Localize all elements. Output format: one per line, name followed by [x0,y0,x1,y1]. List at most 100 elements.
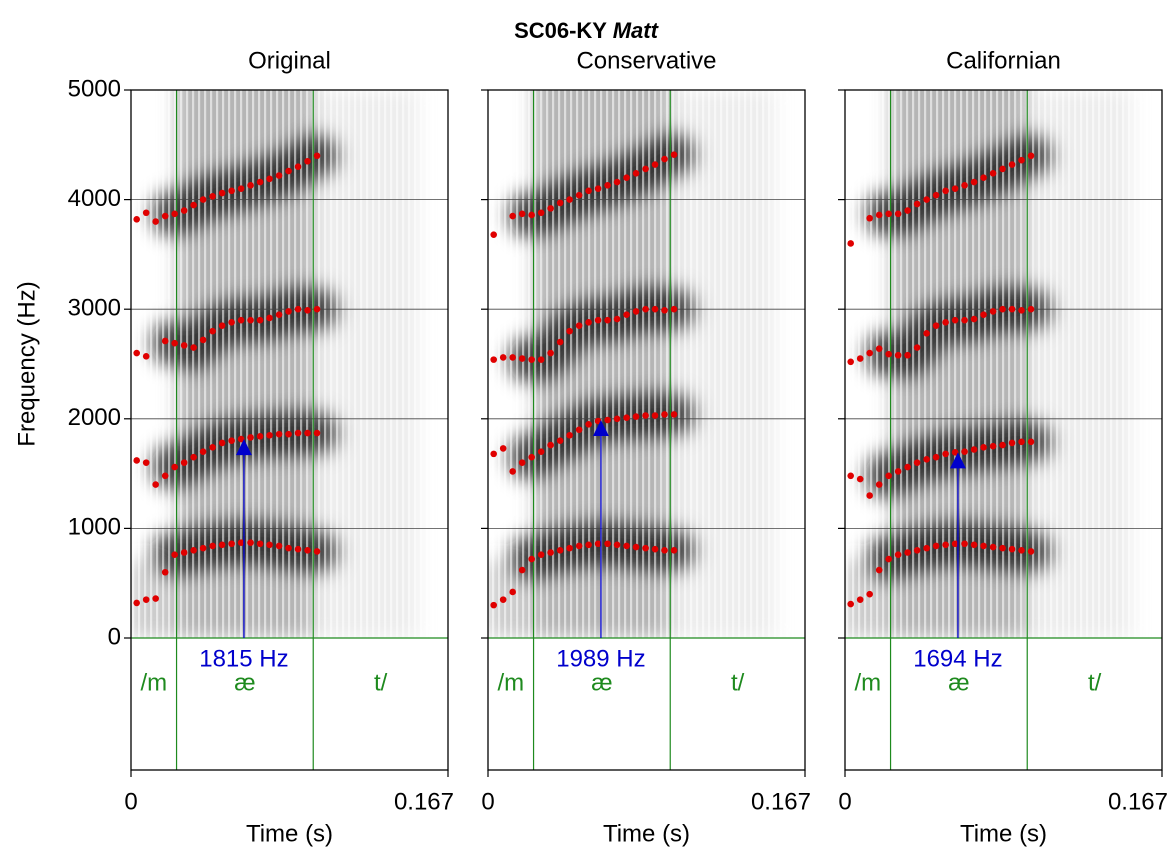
formant-point [980,174,987,181]
formant-point [875,211,883,219]
formant-point [285,544,292,552]
y-tick-label: 1000 [68,514,121,541]
formant-point [152,481,159,488]
formant-point [133,216,140,223]
formant-point [518,459,526,466]
formant-point [256,316,264,324]
formant-point [980,311,987,318]
formant-point [1027,548,1035,555]
formant-point [209,542,216,550]
formant-point [199,336,207,344]
segment-label: æ [948,669,969,696]
formant-point [661,411,668,418]
formant-point [913,344,921,351]
formant-point [152,218,159,225]
formant-point [294,429,302,437]
formant-point [528,453,535,461]
formant-point [999,165,1006,173]
formant-point [209,193,216,200]
formant-point [518,566,526,574]
y-tick-label: 4000 [68,185,121,212]
formant-point [266,175,273,183]
formant-point [499,445,507,452]
formant-point [499,354,507,361]
formant-point [970,315,978,323]
formant-point [228,319,235,326]
formant-point [642,305,649,313]
formant-point [142,596,150,603]
formant-point [209,327,216,335]
formant-point [566,544,573,552]
formant-point [651,161,659,168]
formant-point [180,459,188,466]
formant-point [894,551,902,559]
spectrogram [131,90,448,638]
formant-point [1008,439,1016,447]
formant-point [866,492,873,499]
formant-point [951,540,959,548]
formant-point [904,351,911,359]
formant-point [613,315,621,323]
formant-point [961,540,968,548]
formant-point [285,308,292,315]
formant-point [313,548,321,555]
formant-point [847,472,854,480]
formant-point [951,449,959,456]
panel: /m æ t/1694 Hz 0 0.167 Time (s) Californian [838,47,1168,847]
formant-point [980,443,987,451]
formant-point [256,540,264,548]
formant-point [304,429,311,437]
formant-point [623,174,630,181]
formant-point [556,199,564,207]
formant-point [499,596,507,603]
formant-point [989,169,997,177]
formant-point [509,212,516,220]
formant-point [237,435,245,443]
formant-point [556,547,564,554]
formant-point [556,338,564,346]
formant-point [490,356,497,363]
panel: /m æ t/1989 Hz 0 0.167 Time (s) Conservative [481,47,811,847]
formant-point [623,542,630,550]
formant-point [642,544,649,552]
x-tick-label: 0.167 [1108,788,1168,815]
formant-point [856,475,864,483]
formant-point [1027,438,1035,446]
measurement-arrowhead [235,439,252,456]
formant-point [247,434,254,441]
y-tick-label: 3000 [68,295,121,322]
formant-point [218,439,226,447]
formant-point [885,472,892,480]
formant-point [190,547,197,554]
formant-point [856,355,864,362]
formant-point [1008,545,1016,553]
formant-point [171,210,178,218]
formant-point [999,305,1006,313]
glottal-striations [845,90,1162,638]
formant-point [218,541,226,549]
formant-point [133,599,140,607]
formant-point [1018,547,1025,554]
formant-point [585,187,592,195]
formant-point [1008,161,1016,168]
formant-point [247,316,254,324]
measurement-label: 1815 Hz [199,645,288,672]
formant-point [266,431,273,439]
formant-point [547,205,554,212]
segment-label: æ [591,669,612,696]
formant-point [180,207,188,214]
word: Matt [613,18,660,43]
formant-point [847,600,854,608]
x-axis-label: Time (s) [603,820,690,847]
y-tick-label: 5000 [68,75,121,102]
x-axis-label: Time (s) [960,820,1047,847]
formant-point [961,182,968,189]
formant-point [528,555,535,563]
formant-point [266,541,273,549]
formant-point [256,433,264,440]
formant-point [266,314,273,322]
formant-point [490,450,497,458]
formant-point [604,540,611,548]
formant-point [894,468,902,475]
formant-point [275,542,283,550]
